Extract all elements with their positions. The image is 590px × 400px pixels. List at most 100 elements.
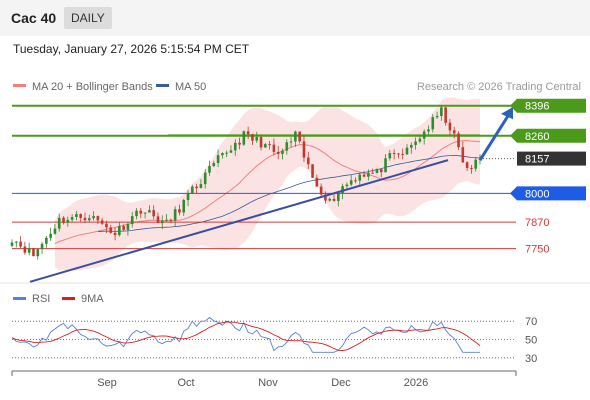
candle-body xyxy=(337,193,340,201)
candle-body xyxy=(379,169,383,173)
ma20-line xyxy=(54,140,481,245)
candle-body xyxy=(182,200,186,213)
candle-body xyxy=(32,248,35,257)
candle-body xyxy=(324,194,327,201)
trendlines xyxy=(29,107,513,283)
candle-body xyxy=(294,131,297,142)
candle-body xyxy=(178,209,181,213)
support-trendline xyxy=(29,159,449,283)
candle-body xyxy=(186,193,190,201)
candle-body xyxy=(440,107,443,116)
price-legend: MA 20 + Bollinger Bands MA 50 xyxy=(13,81,206,93)
header-bar: Cac 40 DAILY xyxy=(0,0,590,36)
rsi-tick-label: 30 xyxy=(525,353,537,365)
candle-body xyxy=(264,144,267,148)
candle-body xyxy=(152,210,155,217)
candle-body xyxy=(221,153,224,156)
candle-body xyxy=(444,107,447,123)
candle-body xyxy=(62,217,65,223)
forecast-arrow-head xyxy=(501,107,513,120)
candle-body xyxy=(272,144,276,152)
candle-body xyxy=(75,214,78,218)
candle-body xyxy=(14,241,18,243)
legend-label: MA 50 xyxy=(175,81,206,93)
candle-body xyxy=(349,180,353,185)
candlesticks xyxy=(10,104,482,260)
candle-body xyxy=(251,134,254,141)
candle-body xyxy=(465,162,469,168)
rsi-lines xyxy=(11,316,481,353)
instrument-symbol: Cac 40 xyxy=(11,10,57,26)
candle-body xyxy=(233,142,237,151)
forecast-arrow-shaft xyxy=(478,115,510,161)
candle-body xyxy=(388,153,392,159)
period-badge[interactable]: DAILY xyxy=(64,7,112,29)
legend-label: MA 20 + Bollinger Bands xyxy=(32,81,153,93)
candle-body xyxy=(345,184,349,187)
candle-body xyxy=(79,214,82,218)
x-tick-label: Oct xyxy=(177,377,194,389)
legend-swatch xyxy=(156,84,169,87)
candle-body xyxy=(122,226,125,230)
candle-body xyxy=(332,198,336,201)
x-tick-label: Sep xyxy=(97,377,117,389)
candle-body xyxy=(259,137,263,148)
candle-body xyxy=(435,115,439,118)
rsi-ma-line xyxy=(11,321,481,351)
last-price-label: 8157 xyxy=(525,154,549,166)
candle-body xyxy=(10,242,14,246)
candle-body xyxy=(397,153,400,155)
level-label-7870: 7870 xyxy=(525,217,549,229)
candle-body xyxy=(109,227,113,233)
candle-body xyxy=(165,219,168,221)
candle-body xyxy=(57,217,61,229)
candle-body xyxy=(311,164,314,178)
candle-body xyxy=(229,150,233,153)
candle-body xyxy=(474,159,478,169)
candle-body xyxy=(319,186,323,195)
rsi-line xyxy=(11,316,480,353)
candle-body xyxy=(191,186,194,194)
legend-swatch xyxy=(13,84,26,87)
bollinger-bands xyxy=(54,97,481,271)
candle-body xyxy=(83,217,87,221)
candle-body xyxy=(19,241,22,247)
candle-body xyxy=(130,216,134,225)
candle-body xyxy=(148,210,151,213)
candle-body xyxy=(27,248,31,253)
level-lines xyxy=(12,104,516,250)
candle-body xyxy=(203,172,207,185)
candle-body xyxy=(410,144,413,148)
last-price-badge xyxy=(517,151,586,166)
ma50-line xyxy=(97,154,481,233)
candle-body xyxy=(452,130,456,134)
candle-body xyxy=(448,122,452,131)
candle-body xyxy=(341,186,344,194)
rsi-legend-swatch xyxy=(62,297,75,300)
candle-body xyxy=(371,172,374,174)
candle-body xyxy=(461,147,465,163)
chart-timestamp: Tuesday, January 27, 2026 5:15:54 PM CET xyxy=(13,42,250,56)
candle-body xyxy=(414,141,417,145)
candle-body xyxy=(418,138,422,142)
x-tick-label: 2026 xyxy=(404,377,428,389)
candle-body xyxy=(302,141,306,158)
candle-body xyxy=(105,223,108,228)
candle-body xyxy=(285,142,289,151)
candle-body xyxy=(246,131,250,135)
level-label-7750: 7750 xyxy=(525,244,549,256)
bollinger-band-area xyxy=(54,97,481,271)
watermark-group: Research © 2026 Trading Central xyxy=(417,81,581,93)
rsi-legend-swatch xyxy=(13,297,26,300)
candle-body xyxy=(392,153,396,155)
candle-body xyxy=(276,151,280,154)
rsi-legend: RSI 9MA xyxy=(13,293,104,305)
candle-body xyxy=(354,180,357,182)
level-label-8260: 8260 xyxy=(525,131,549,143)
x-tick-label: Nov xyxy=(258,377,278,389)
candle-body xyxy=(405,147,409,155)
candle-body xyxy=(315,177,319,187)
candle-body xyxy=(45,237,48,244)
candle-body xyxy=(306,157,310,165)
